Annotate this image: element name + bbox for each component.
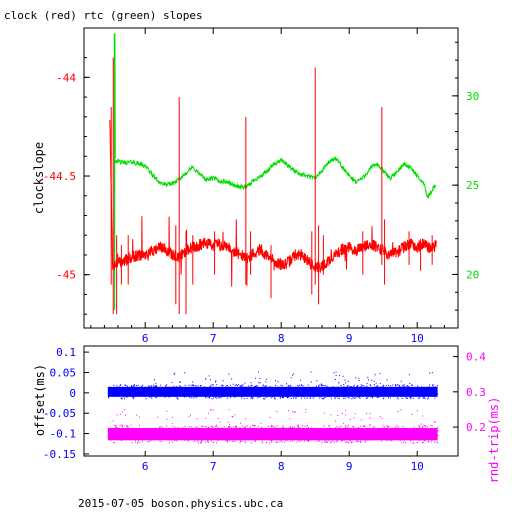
x-tick-label: 7 <box>210 332 217 345</box>
offset-points <box>108 371 439 400</box>
y-right-tick-label: 30 <box>466 90 479 103</box>
x-tick-label: 7 <box>210 460 217 473</box>
y-left-tick-label: -0.15 <box>43 448 76 461</box>
y-left-tick-label: -0.1 <box>50 428 77 441</box>
rtc-spike <box>113 33 116 311</box>
footer-text: 2015-07-05 boson.physics.ubc.ca <box>78 497 283 510</box>
y-left-tick-label: 0 <box>69 387 76 400</box>
y-right-tick-label: 20 <box>466 268 479 281</box>
offset-chart: 6 7 8 9 10 0.1 0.05 0 -0.05 -0.1 -0.15 0.4 0.3 0.2 of… <box>33 345 501 484</box>
x-tick-label: 8 <box>278 460 285 473</box>
y-left-tick-label: -0.05 <box>43 407 76 420</box>
offset-plot-frame <box>83 345 459 457</box>
slopes-series-layer <box>109 33 437 315</box>
x-tick-label: 8 <box>278 332 285 345</box>
x-tick-label: 9 <box>346 460 353 473</box>
y-axis-label-clockslope: clockslope <box>32 142 46 214</box>
rtc-series-line <box>114 156 437 199</box>
offset-series-layer <box>107 371 439 444</box>
y-right-tick-label: 0.4 <box>466 351 486 364</box>
y-left-tick-label: 0.1 <box>56 346 76 359</box>
x-tick-label: 10 <box>411 332 424 345</box>
x-tick-label: 6 <box>142 460 149 473</box>
slopes-axes: 6 7 8 9 10 -44 -44.5 -45 30 25 20 <box>43 28 479 345</box>
roundtrip-points <box>107 409 439 444</box>
y-left-tick-label: -44.5 <box>43 170 76 183</box>
y-left-tick-label: 0.05 <box>50 366 77 379</box>
y-left-tick-label: -44 <box>56 71 76 84</box>
offset-axes: 6 7 8 9 10 0.1 0.05 0 -0.05 -0.1 -0.15 0.4 0.3 0.2 <box>43 346 486 473</box>
y-right-tick-label: 25 <box>466 179 479 192</box>
slopes-plot-frame <box>83 27 459 329</box>
y-right-tick-label: 0.3 <box>466 386 486 399</box>
x-tick-label: 6 <box>142 332 149 345</box>
y-axis-label-offset: offset(ms) <box>33 364 47 436</box>
x-tick-label: 9 <box>346 332 353 345</box>
slopes-chart: 6 7 8 9 10 -44 -44.5 -45 30 25 20 clockslope <box>32 27 479 345</box>
y-left-tick-label: -45 <box>56 269 76 282</box>
y-right-tick-label: 0.2 <box>466 421 486 434</box>
chart-title: clock (red) rtc (green) slopes <box>4 9 203 22</box>
y-axis-label-roundtrip: rnd-trip(ms) <box>487 397 501 484</box>
x-tick-label: 10 <box>411 460 424 473</box>
